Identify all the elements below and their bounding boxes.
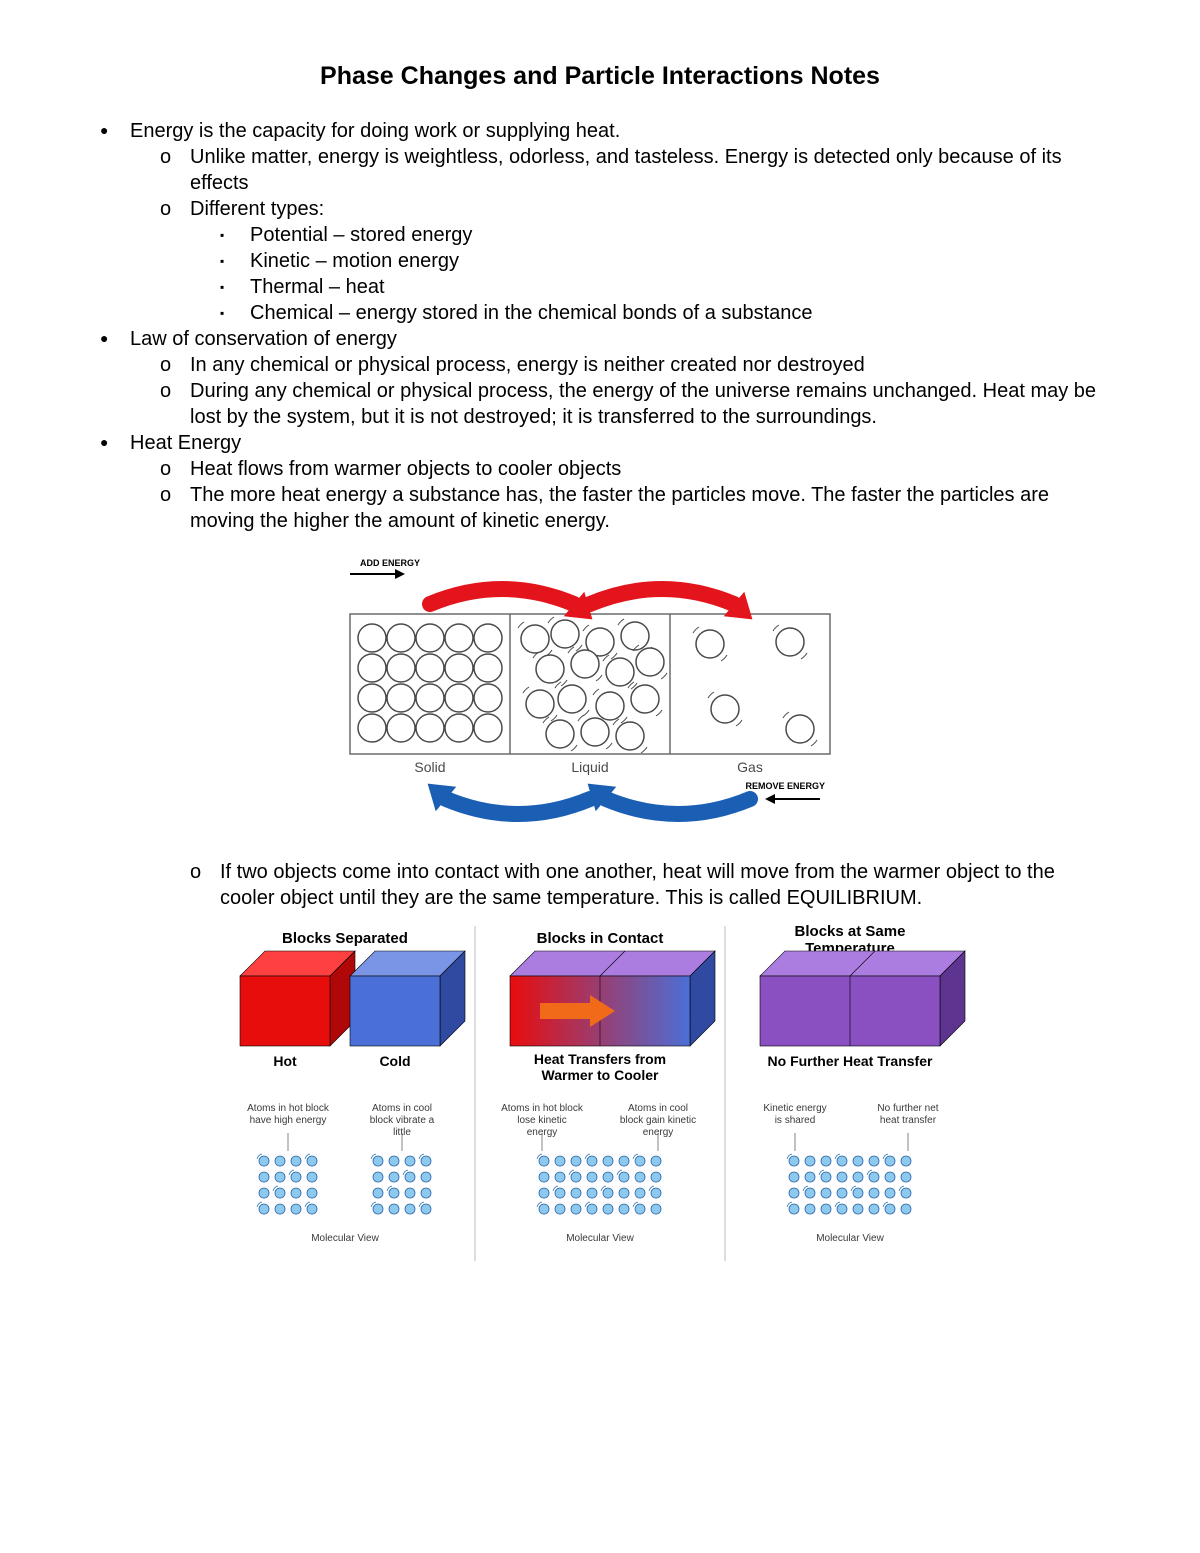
text: Kinetic – motion energy <box>250 250 459 272</box>
list-item: If two objects come into contact with on… <box>220 859 1100 911</box>
svg-text:Hot: Hot <box>273 1053 297 1069</box>
svg-text:Blocks in Contact: Blocks in Contact <box>537 930 664 947</box>
text: Potential – stored energy <box>250 224 472 246</box>
svg-text:Heat Transfers from: Heat Transfers from <box>534 1051 666 1067</box>
phase-change-diagram: Solid Liquid Gas ADD ENERGY REMOVE ENERGY <box>280 544 920 844</box>
svg-text:Atoms in hot block: Atoms in hot block <box>501 1103 584 1114</box>
text: Law of conservation of energy <box>130 328 397 350</box>
svg-text:No Further Heat Transfer: No Further Heat Transfer <box>768 1053 933 1069</box>
svg-text:Molecular View: Molecular View <box>566 1233 634 1244</box>
svg-text:Molecular View: Molecular View <box>311 1233 379 1244</box>
text: Unlike matter, energy is weightless, odo… <box>190 146 1062 194</box>
svg-text:is shared: is shared <box>775 1115 816 1126</box>
text: The more heat energy a substance has, th… <box>190 484 1049 532</box>
svg-text:lose kinetic: lose kinetic <box>517 1115 566 1126</box>
svg-text:Blocks at Same: Blocks at Same <box>795 923 906 940</box>
text: Different types: <box>190 198 324 220</box>
svg-text:Molecular View: Molecular View <box>816 1233 884 1244</box>
svg-text:have high energy: have high energy <box>250 1115 327 1126</box>
list-item: The more heat energy a substance has, th… <box>190 482 1100 534</box>
list-item: During any chemical or physical process,… <box>190 378 1100 430</box>
list-item: Law of conservation of energy In any che… <box>130 326 1100 430</box>
list-item: Unlike matter, energy is weightless, odo… <box>190 144 1100 196</box>
svg-text:REMOVE ENERGY: REMOVE ENERGY <box>745 781 825 791</box>
page-title: Phase Changes and Particle Interactions … <box>100 60 1100 93</box>
text: If two objects come into contact with on… <box>220 861 1055 909</box>
svg-text:Gas: Gas <box>737 759 763 775</box>
list-item: Different types: Potential – stored ener… <box>190 196 1100 326</box>
svg-text:Warmer to Cooler: Warmer to Cooler <box>542 1067 659 1083</box>
svg-text:Liquid: Liquid <box>571 759 608 775</box>
svg-text:Blocks Separated: Blocks Separated <box>282 930 408 947</box>
svg-text:block vibrate a: block vibrate a <box>370 1115 435 1126</box>
svg-text:Atoms in cool: Atoms in cool <box>628 1103 688 1114</box>
text: Heat flows from warmer objects to cooler… <box>190 458 621 480</box>
text: Energy is the capacity for doing work or… <box>130 120 620 142</box>
text: Heat Energy <box>130 432 241 454</box>
list-item: Energy is the capacity for doing work or… <box>130 118 1100 326</box>
list-item: Potential – stored energy <box>250 222 1100 248</box>
svg-text:No further net: No further net <box>877 1103 938 1114</box>
text: In any chemical or physical process, ene… <box>190 354 865 376</box>
heat-blocks-diagram: Blocks Separated Blocks in Contact Blocks … <box>220 921 980 1291</box>
svg-text:block gain kinetic: block gain kinetic <box>620 1115 696 1126</box>
list-item: Heat Energy Heat flows from warmer objec… <box>130 430 1100 534</box>
text: Thermal – heat <box>250 276 385 298</box>
svg-text:Kinetic energy: Kinetic energy <box>763 1103 826 1114</box>
svg-text:Cold: Cold <box>379 1053 410 1069</box>
list-item: Thermal – heat <box>250 274 1100 300</box>
svg-text:Atoms in hot block: Atoms in hot block <box>247 1103 330 1114</box>
svg-text:ADD ENERGY: ADD ENERGY <box>360 558 420 568</box>
list-item: In any chemical or physical process, ene… <box>190 352 1100 378</box>
svg-text:heat transfer: heat transfer <box>880 1115 937 1126</box>
text: Chemical – energy stored in the chemical… <box>250 302 813 324</box>
list-item: Heat flows from warmer objects to cooler… <box>190 456 1100 482</box>
text: During any chemical or physical process,… <box>190 380 1096 428</box>
list-item: Kinetic – motion energy <box>250 248 1100 274</box>
svg-text:Solid: Solid <box>414 759 445 775</box>
list-item: Chemical – energy stored in the chemical… <box>250 300 1100 326</box>
svg-text:Atoms in cool: Atoms in cool <box>372 1103 432 1114</box>
